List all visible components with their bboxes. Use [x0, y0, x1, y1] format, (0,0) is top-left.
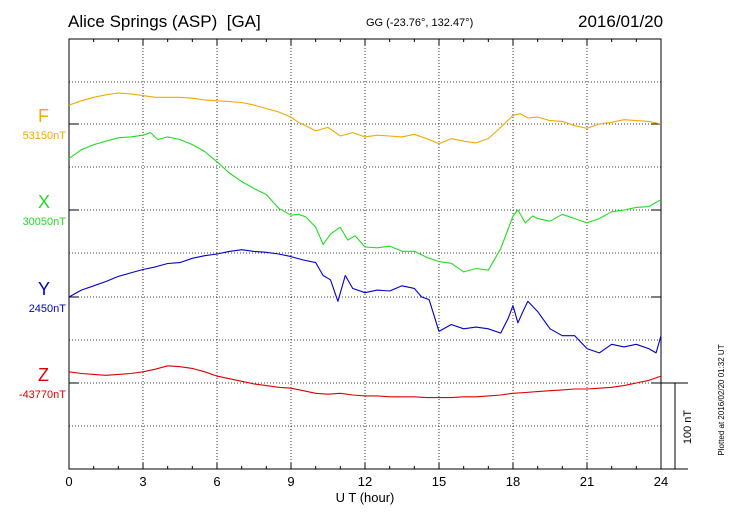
series-baseline-f: 53150nT: [22, 130, 66, 142]
x-tick-label: 21: [580, 474, 594, 489]
date-label: 2016/01/20: [578, 12, 664, 31]
x-tick-label: 9: [287, 474, 294, 489]
x-tick-label: 24: [654, 474, 668, 489]
series-lines: [68, 92, 662, 399]
scale-bar-label: 100 nT: [682, 410, 694, 445]
series-name-y: Y: [38, 279, 51, 299]
series-name-f: F: [38, 106, 49, 126]
series-line-x: [68, 132, 662, 273]
x-tick-label: 0: [65, 474, 72, 489]
x-axis-label: U T (hour): [336, 490, 395, 505]
x-tick-label: 18: [506, 474, 520, 489]
x-tick-label: 3: [139, 474, 146, 489]
axis-ticks: [68, 39, 662, 469]
series-baseline-z: -43770nT: [18, 389, 66, 401]
series-name-z: Z: [38, 365, 49, 385]
station-title: Alice Springs (ASP) [GA]: [68, 12, 261, 31]
series-baseline-x: 30050nT: [22, 216, 66, 228]
x-tick-labels: 0 3 6 9 12 15 18 21 24: [65, 474, 668, 489]
series-name-x: X: [38, 192, 51, 212]
station-coordinates: GG (-23.76°, 132.47°): [366, 17, 474, 29]
x-tick-label: 6: [213, 474, 220, 489]
series-line-f: [68, 92, 662, 145]
series-line-y: [68, 249, 662, 354]
x-tick-label: 15: [432, 474, 446, 489]
plot-frame: [68, 38, 662, 470]
x-tick-label: 12: [358, 474, 372, 489]
grid-lines: [69, 39, 661, 469]
series-line-z: [68, 365, 662, 399]
series-baseline-y: 2450nT: [28, 303, 66, 315]
plotted-timestamp: Plotted at 2016/02/20 01:32 UT: [717, 344, 726, 455]
scale-bar: 100 nT: [661, 382, 694, 470]
